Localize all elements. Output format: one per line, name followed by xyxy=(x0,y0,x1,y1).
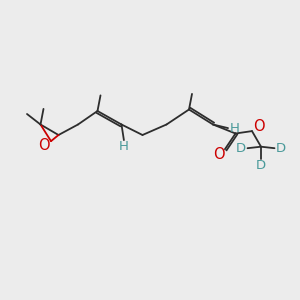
Text: H: H xyxy=(230,122,239,135)
Text: O: O xyxy=(213,147,225,162)
Text: H: H xyxy=(119,140,129,153)
Text: D: D xyxy=(256,159,266,172)
Text: D: D xyxy=(276,142,286,155)
Text: O: O xyxy=(253,119,264,134)
Text: D: D xyxy=(236,142,246,155)
Text: O: O xyxy=(38,138,49,153)
